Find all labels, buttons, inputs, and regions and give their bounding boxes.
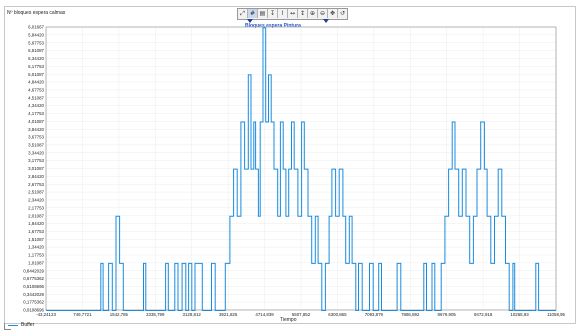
- y-tick-label: 4,67753: [28, 87, 44, 92]
- x-tick-label: 3128,812: [183, 312, 202, 317]
- x-tick-label: 10265,93: [510, 312, 529, 317]
- y-tick-label: 3,67753: [28, 135, 44, 140]
- y-tick-label: 3,17753: [28, 158, 44, 163]
- y-tick-label: 5,17753: [28, 64, 44, 69]
- x-tick-label: 4714,839: [255, 312, 274, 317]
- y-tick-label: 0,3442029: [23, 292, 44, 297]
- y-tick-label: 3,51087: [28, 143, 44, 148]
- y-tick-label: 5,01087: [28, 72, 44, 77]
- y-tick-label: 1,17753: [28, 253, 44, 258]
- x-tick-labels: -43,24123 749,7721 1542,785 2335,799 3128,81…: [36, 312, 565, 317]
- zoom-in-button[interactable]: ⊕: [308, 9, 318, 18]
- y-tick-label: 2,34420: [28, 198, 44, 203]
- y-tick-label: 2,01087: [28, 213, 44, 218]
- y-tick-label: 5,84420: [28, 32, 44, 37]
- x-tick-label: 7093,879: [365, 312, 384, 317]
- y-tick-label: 3,84420: [28, 127, 44, 132]
- series-title: Bloques espera Pintura: [245, 23, 301, 29]
- x-tick-label: 3921,825: [219, 312, 238, 317]
- resize-handle[interactable]: [4, 323, 11, 330]
- x-tick-label: 5507,852: [292, 312, 311, 317]
- plot-area-border: [45, 26, 557, 311]
- y-tick-label: 1,84420: [28, 221, 44, 226]
- y-tick-labels: 6,01667 5,84420 5,67753 5,51087 5,34420 5,177…: [23, 25, 44, 313]
- y-tick-label: 4,17753: [28, 111, 44, 116]
- y-tick-label: 3,34420: [28, 150, 44, 155]
- y-tick-label: 1,01087: [28, 260, 44, 265]
- zoom-y-button[interactable]: ↕: [298, 9, 308, 18]
- y-tick-label: 0,8442029: [23, 268, 44, 273]
- x-tick-label: 6300,865: [328, 312, 347, 317]
- grid-lines: [45, 26, 557, 311]
- y-tick-label: 2,51087: [28, 190, 44, 195]
- y-tick-label: 3,01087: [28, 166, 44, 171]
- x-tick-label: 7886,892: [401, 312, 420, 317]
- y-tick-label: 1,34420: [28, 245, 44, 250]
- x-tick-label: 11058,95: [547, 312, 566, 317]
- x-axis-title: Tiempo: [280, 317, 297, 323]
- pan-button[interactable]: ✥: [328, 9, 338, 18]
- x-tick-label: 749,7721: [73, 312, 92, 317]
- zoom-x-button[interactable]: ↔: [288, 9, 298, 18]
- line-button[interactable]: ⌇: [278, 9, 288, 18]
- chart-toolbar: ⤢ # ▤ ↧ ⌇ ↔ ↕ ⊕ ⊖ ✥ ↺: [237, 8, 348, 20]
- y-tick-label: 1,67753: [28, 229, 44, 234]
- legend-label-buffer: Buffer: [21, 322, 35, 328]
- reset-button[interactable]: ↺: [339, 10, 346, 17]
- x-tick-label: 1542,785: [110, 312, 129, 317]
- y-tick-label: 5,67753: [28, 40, 44, 45]
- y-tick-label: 5,51087: [28, 48, 44, 53]
- y-tick-label: 2,67753: [28, 182, 44, 187]
- x-tick-label: 2335,799: [146, 312, 165, 317]
- table-button[interactable]: ▤: [258, 9, 268, 18]
- right-range-marker[interactable]: [323, 19, 329, 23]
- x-tick-label: 8679,905: [438, 312, 457, 317]
- zoom-fit-button[interactable]: ⤢: [238, 9, 248, 18]
- x-tick-label: -43,24123: [36, 312, 56, 317]
- left-range-marker[interactable]: [247, 19, 253, 23]
- x-tick-label: 9472,918: [474, 312, 493, 317]
- y-tick-label: 0,5108696: [23, 284, 44, 289]
- y-tick-label: 0,1775362: [23, 300, 44, 305]
- zoom-out-button[interactable]: ⊖: [318, 9, 328, 18]
- y-tick-label: 4,84420: [28, 80, 44, 85]
- y-tick-label: 4,51087: [28, 95, 44, 100]
- y-tick-label: 0,6775362: [23, 276, 44, 281]
- y-tick-label: 2,17753: [28, 205, 44, 210]
- legend: Buffer: [8, 322, 34, 328]
- legend-swatch-buffer: [8, 324, 18, 326]
- y-axis-title: Nº bloques espera calmas: [7, 10, 66, 16]
- grid-button[interactable]: #: [248, 9, 258, 18]
- y-tick-label: 6,01667: [28, 25, 44, 30]
- y-tick-label: 1,51087: [28, 237, 44, 242]
- series-buffer-line: [46, 27, 556, 311]
- y-tick-label: 0,0108696: [23, 308, 44, 313]
- y-tick-label: 5,34420: [28, 56, 44, 61]
- y-tick-label: 2,84420: [28, 174, 44, 179]
- y-tick-label: 4,34420: [28, 103, 44, 108]
- y-tick-label: 4,01087: [28, 119, 44, 124]
- marker-button[interactable]: ↧: [268, 9, 278, 18]
